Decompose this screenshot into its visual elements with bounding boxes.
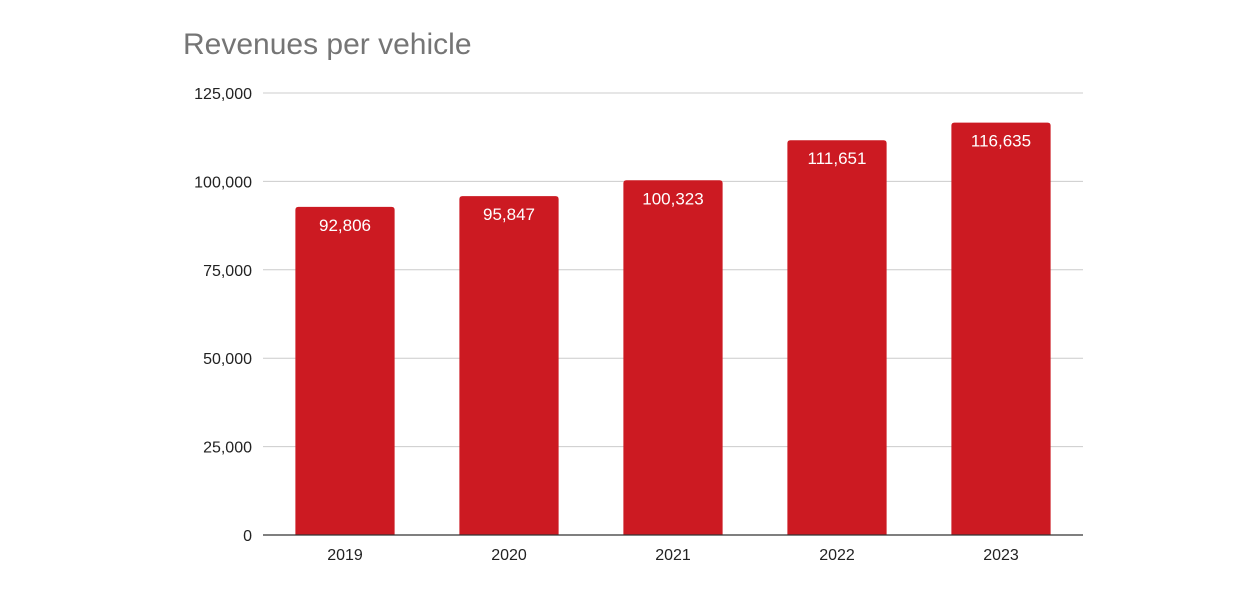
y-tick-label: 75,000 bbox=[203, 263, 252, 280]
bar bbox=[951, 122, 1051, 535]
bar bbox=[459, 196, 559, 535]
chart-title: Revenues per vehicle bbox=[183, 28, 472, 61]
data-labels: 92,806 95,847 100,323 111,651 116,635 bbox=[319, 132, 1031, 235]
y-tick-label: 100,000 bbox=[194, 174, 252, 191]
bars bbox=[295, 122, 1051, 535]
data-label: 92,806 bbox=[319, 216, 371, 235]
bar bbox=[295, 206, 395, 535]
x-tick-label: 2019 bbox=[327, 547, 363, 564]
x-axis-ticks: 2019 2020 2021 2022 2023 bbox=[327, 547, 1019, 564]
data-label: 95,847 bbox=[483, 205, 535, 224]
y-tick-label: 50,000 bbox=[203, 351, 252, 368]
x-tick-label: 2022 bbox=[819, 547, 855, 564]
x-tick-label: 2020 bbox=[491, 547, 527, 564]
bar bbox=[623, 180, 723, 535]
y-axis-ticks: 0 25,000 50,000 75,000 100,000 125,000 bbox=[194, 86, 252, 545]
x-tick-label: 2021 bbox=[655, 547, 691, 564]
y-tick-label: 0 bbox=[243, 528, 252, 545]
data-label: 100,323 bbox=[642, 189, 703, 208]
x-tick-label: 2023 bbox=[983, 547, 1019, 564]
y-tick-label: 125,000 bbox=[194, 86, 252, 103]
y-tick-label: 25,000 bbox=[203, 440, 252, 457]
data-label: 111,651 bbox=[808, 149, 867, 168]
bar bbox=[787, 140, 887, 535]
data-label: 116,635 bbox=[971, 132, 1031, 151]
